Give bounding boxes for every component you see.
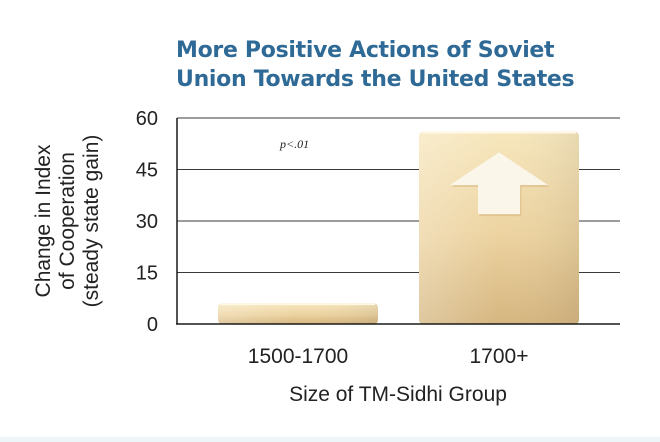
y-tick-labels: 0 15 30 45 60 bbox=[136, 108, 158, 336]
x-tick-label-1500-1700: 1500-1700 bbox=[248, 345, 348, 368]
bar-1700+ bbox=[419, 131, 579, 324]
y-tick-label-0: 0 bbox=[147, 314, 158, 336]
up-arrow-icon bbox=[450, 152, 548, 215]
y-axis-title-line-2: of Cooperation bbox=[56, 152, 79, 290]
y-tick-label-60: 60 bbox=[136, 108, 158, 130]
y-tick-label-30: 30 bbox=[136, 211, 158, 233]
bar-1500-1700 bbox=[218, 303, 378, 324]
y-tick-label-15: 15 bbox=[136, 263, 158, 285]
significance-annotation: p<.01 bbox=[279, 137, 309, 151]
x-tick-labels: 1500-1700 1700+ bbox=[248, 345, 529, 368]
y-axis-title-line-3: (steady state gain) bbox=[80, 135, 103, 308]
y-tick-label-45: 45 bbox=[136, 160, 158, 182]
bars bbox=[218, 131, 579, 324]
x-axis-title: Size of TM-Sidhi Group bbox=[289, 383, 507, 406]
chart-title: More Positive Actions of Soviet Union To… bbox=[176, 36, 646, 94]
chart-title-line-1: More Positive Actions of Soviet bbox=[176, 38, 555, 63]
y-axis-title-line-1: Change in Index bbox=[32, 144, 55, 297]
y-axis-title: Change in Index of Cooperation (steady s… bbox=[32, 135, 103, 308]
footer-band bbox=[0, 437, 660, 442]
bar-shading bbox=[218, 303, 378, 324]
chart-title-line-2: Union Towards the United States bbox=[176, 67, 575, 92]
x-tick-label-1700+: 1700+ bbox=[470, 345, 529, 368]
